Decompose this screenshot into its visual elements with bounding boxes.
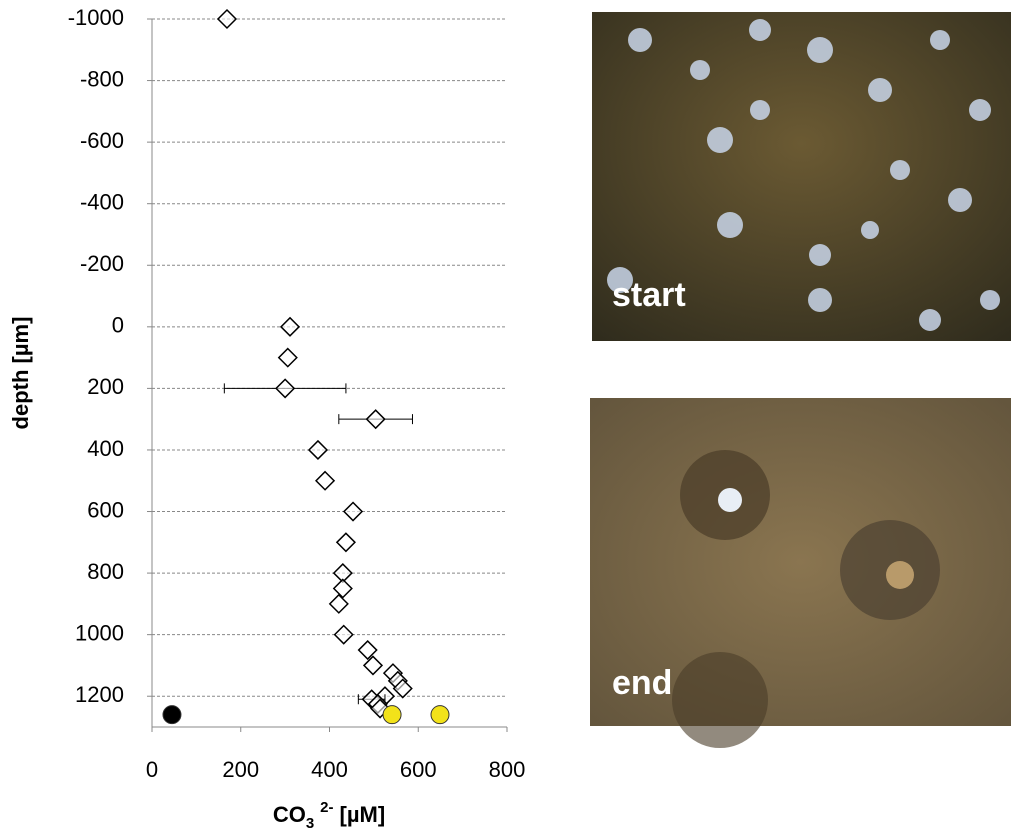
x-label-sub: 3: [306, 815, 314, 830]
photo-end: end: [590, 398, 1011, 748]
diamond-point: [344, 503, 362, 521]
circle-point: [383, 706, 401, 724]
x-tick-label: 800: [489, 757, 526, 782]
y-tick-label: 1200: [75, 682, 124, 707]
diamond-point: [218, 10, 236, 28]
y-tick-label: 1000: [75, 620, 124, 645]
photo-label: start: [612, 276, 686, 314]
y-axis-label: depth [µm]: [8, 317, 33, 430]
x-tick-label: 200: [222, 757, 259, 782]
diamond-point: [279, 349, 297, 367]
y-tick-label: 200: [87, 374, 124, 399]
diamond-point: [330, 595, 348, 613]
y-tick-label: 0: [112, 313, 124, 338]
y-tick-label: -200: [80, 251, 124, 276]
y-tick-label: -400: [80, 190, 124, 215]
photo-label: end: [612, 664, 672, 702]
diamond-point: [281, 318, 299, 336]
diamond-point: [276, 379, 294, 397]
figure: start end depth [µm] CO3 2- [µM] -1000 -800…: [0, 0, 1012, 830]
diamond-point: [337, 533, 355, 551]
circle-point: [431, 706, 449, 724]
y-tick-label: 600: [87, 497, 124, 522]
x-label-unit: [µM]: [340, 802, 386, 827]
x-axis-label: CO3 2- [µM]: [273, 799, 385, 830]
diamond-point: [334, 579, 352, 597]
x-tick-label: 0: [146, 757, 158, 782]
y-tick-label: -800: [80, 66, 124, 91]
circle-point: [163, 706, 181, 724]
y-tick-label: -1000: [68, 5, 124, 30]
diamond-point: [309, 441, 327, 459]
x-label-sup: 2-: [320, 799, 333, 816]
diamond-point: [367, 410, 385, 428]
diamond-point: [335, 626, 353, 644]
x-label-base: CO: [273, 802, 306, 827]
y-tick-label: 800: [87, 559, 124, 584]
y-tick-label: -600: [80, 128, 124, 153]
diamond-point: [364, 656, 382, 674]
x-tick-label: 400: [311, 757, 348, 782]
diamond-point: [316, 472, 334, 490]
diamond-point: [359, 641, 377, 659]
photo-start: start: [592, 12, 1011, 341]
y-tick-label: 400: [87, 436, 124, 461]
x-tick-label: 600: [400, 757, 437, 782]
